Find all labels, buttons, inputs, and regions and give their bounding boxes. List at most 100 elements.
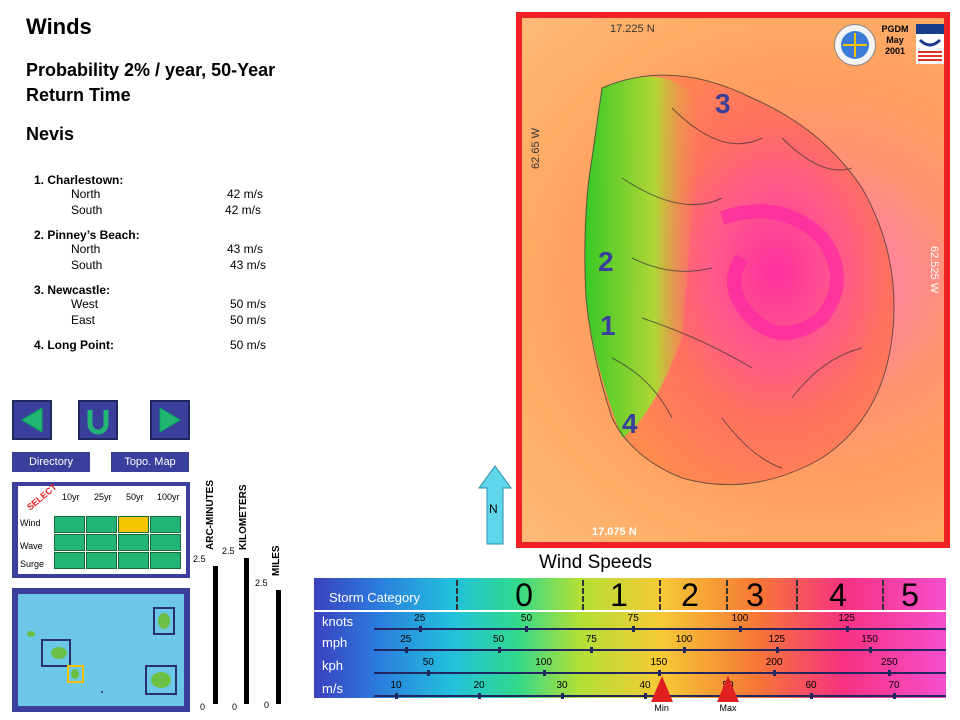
- back-button[interactable]: [12, 400, 52, 440]
- row-header: Wave: [20, 541, 43, 551]
- unit-row-mph: mph 25 50 75 100 125 150: [314, 633, 946, 653]
- island-map-icon: [522, 18, 944, 542]
- tick-mark: [525, 626, 529, 632]
- tick-label: 50: [422, 657, 434, 668]
- north-arrow: N: [478, 464, 512, 546]
- marker-4[interactable]: 4: [622, 408, 638, 439]
- tick-label: 70: [888, 680, 900, 691]
- location-name: 3. Newcastle:: [34, 283, 111, 297]
- lon-right-label: 62.525 W: [928, 246, 940, 294]
- tick-label: 25: [400, 634, 412, 645]
- selector-cell-wind-10yr[interactable]: [54, 516, 85, 533]
- return-button[interactable]: [78, 400, 118, 440]
- row-header: Surge: [20, 559, 45, 569]
- col-header: 50yr: [126, 492, 144, 502]
- u-turn-icon: [87, 410, 109, 435]
- select-label: SELECT: [24, 481, 59, 513]
- unit-row-ms: m/s 10 20 30 40 50 60 70: [314, 679, 946, 699]
- selector-cell-wave-10yr[interactable]: [54, 534, 85, 551]
- selector-cell-surge-50yr[interactable]: [118, 552, 149, 569]
- storm-category-5: 5: [901, 577, 919, 613]
- lat-top-label: 17.225 N: [610, 23, 655, 35]
- tick-label: 150: [650, 657, 668, 668]
- selector-cell-wind-50yr[interactable]: [118, 516, 149, 533]
- selector-cell-surge-100yr[interactable]: [150, 552, 181, 569]
- min-label: Min: [654, 703, 669, 713]
- selector-cell-wind-100yr[interactable]: [150, 516, 181, 533]
- tick-mark: [657, 670, 661, 676]
- tick-label: 50: [520, 613, 533, 624]
- directory-button[interactable]: Directory: [12, 452, 90, 472]
- tick-mark: [418, 626, 422, 632]
- wind-map[interactable]: 17.225 N 17.075 N 62.65 W 62.525 W PGDM …: [516, 12, 950, 548]
- tick-label: 125: [838, 613, 856, 624]
- location-dir: South: [71, 258, 103, 272]
- region-name: Nevis: [26, 124, 75, 144]
- selector-cell-surge-25yr[interactable]: [86, 552, 117, 569]
- selector-cell-wind-25yr[interactable]: [86, 516, 117, 533]
- tick-label: 100: [731, 613, 749, 624]
- scale-gradient: [314, 578, 946, 698]
- location-dir: East: [71, 313, 96, 327]
- selector-grid: [54, 516, 184, 570]
- marker-1[interactable]: 1: [600, 310, 616, 341]
- category-separator: [882, 580, 884, 610]
- tick-label: 40: [639, 680, 651, 691]
- storm-category-1: 1: [610, 577, 628, 613]
- left-arrow-icon: [21, 407, 43, 433]
- tick-label: 30: [556, 680, 568, 691]
- tick-mark: [738, 626, 742, 632]
- tick-label: 100: [675, 634, 693, 645]
- page-title: Winds: [26, 14, 92, 39]
- north-arrow-icon: [478, 465, 512, 545]
- unit-label: mph: [322, 635, 348, 650]
- category-separator: [796, 580, 798, 610]
- locator-map: [12, 588, 190, 712]
- selector-cell-wave-50yr[interactable]: [118, 534, 149, 551]
- row-header: Wind: [20, 518, 41, 528]
- selector-cell-surge-10yr[interactable]: [54, 552, 85, 569]
- tick-mark: [561, 693, 564, 699]
- lon-left-label: 62.65 W: [530, 128, 542, 169]
- oas-seal-icon: [834, 24, 876, 66]
- marker-3[interactable]: 3: [715, 88, 731, 119]
- location-value: 50 m/s: [230, 338, 267, 352]
- selector-cell-wave-25yr[interactable]: [86, 534, 117, 551]
- col-header: 25yr: [94, 492, 112, 502]
- location-name: 4. Long Point:: [34, 338, 114, 352]
- selector-cell-wave-100yr[interactable]: [150, 534, 181, 551]
- max-label: Max: [719, 703, 737, 713]
- tick-mark: [893, 693, 896, 699]
- tick-mark: [773, 670, 777, 676]
- tick-label: 250: [881, 657, 898, 668]
- unit-row-knots: knots 25 50 75 100 125: [314, 612, 946, 632]
- tick-mark: [427, 670, 431, 676]
- location-list: 1. Charlestown: North 42 m/s South 42 m/s …: [34, 173, 294, 354]
- location-name: 1. Charlestown:: [34, 173, 124, 187]
- legend-title: Wind Speeds: [539, 552, 653, 573]
- arc-zero: 0: [200, 702, 206, 712]
- marker-2[interactable]: 2: [598, 246, 614, 277]
- location-value: 43 m/s: [227, 242, 264, 256]
- right-arrow-icon: [159, 407, 181, 433]
- km-top-value: 2.5: [222, 546, 235, 556]
- category-separator: [726, 580, 728, 610]
- location-dir: South: [71, 203, 103, 217]
- tick-mark: [632, 626, 636, 632]
- min-pointer: [650, 676, 673, 702]
- storm-category-0: 0: [515, 577, 533, 613]
- location-name: 2. Pinney’s Beach:: [34, 228, 140, 242]
- tick-label: 10: [390, 680, 402, 691]
- category-separator: [659, 580, 661, 610]
- storm-category-2: 2: [681, 577, 699, 613]
- topo-map-button[interactable]: Topo. Map: [111, 452, 189, 472]
- unit-axis: [374, 628, 946, 630]
- location-value: 42 m/s: [225, 203, 262, 217]
- tick-mark: [395, 693, 398, 699]
- miles-bar: [276, 590, 281, 704]
- location-dir: North: [71, 187, 101, 201]
- location-value: 50 m/s: [230, 313, 267, 327]
- forward-button[interactable]: [150, 400, 190, 440]
- usaid-logo-icon: [916, 24, 944, 64]
- tick-mark: [478, 693, 481, 699]
